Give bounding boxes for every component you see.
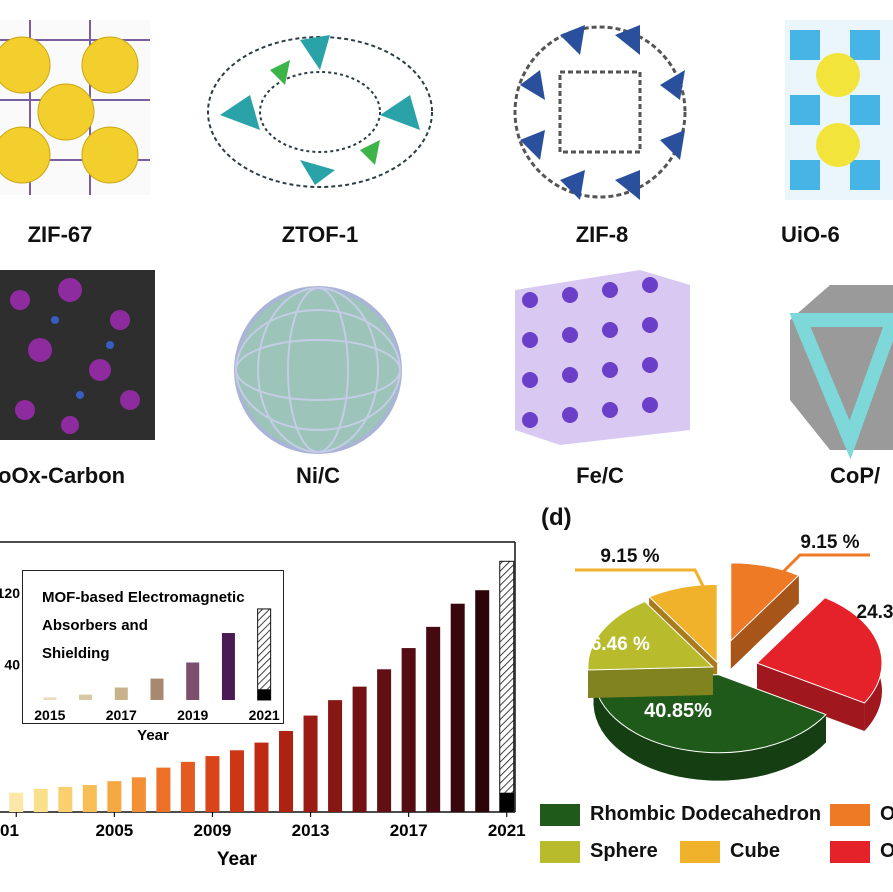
fec-structure-image: [515, 270, 690, 445]
inset-title-line: Absorbers and: [42, 617, 148, 634]
legend-swatch: [830, 803, 870, 826]
bar: [377, 669, 392, 812]
pie-slice-wall: [757, 663, 865, 731]
pie-label-rhombic: 40.85%: [644, 700, 712, 722]
bar: [426, 626, 441, 812]
caption-nic: Ni/C: [296, 463, 340, 488]
legend-item-sphere: Sphere: [540, 840, 658, 863]
ztof1-structure-image: [207, 35, 433, 188]
inset-bar-solid-part: [257, 689, 271, 700]
bar: [82, 785, 97, 812]
shape-pie-chart: 40.85% 16.46 % 9.15 % 9.15 % 24.3: [575, 532, 893, 781]
caption-cop: CoP/: [830, 463, 881, 488]
inset-bar: [79, 694, 93, 700]
x-tick-label: 2017: [390, 821, 428, 840]
pie-slice: [730, 562, 800, 643]
legend-item-rhombic: Rhombic Dodecahedron: [540, 803, 821, 826]
callout-line-cube: [575, 568, 717, 611]
callout-line-oc: [768, 553, 870, 587]
legend-item-ot: Ot: [830, 840, 893, 863]
x-axis-title: Year: [217, 849, 258, 870]
legend-swatch: [540, 803, 580, 826]
bar: [9, 792, 24, 812]
legend-label: Ot: [880, 840, 893, 862]
publications-bar-chart: 01 2005 2009 2013 2017 2021 Year: [0, 541, 526, 870]
legend-swatch: [540, 840, 580, 863]
caption-ztof1: ZTOF-1: [281, 222, 359, 247]
x-tick-label: 2009: [194, 821, 232, 840]
pie-slice: [648, 583, 718, 664]
legend-label: Sphere: [590, 840, 658, 862]
inset-title-line: MOF-based Electromagnetic: [42, 589, 245, 606]
inset-bar: [150, 678, 164, 700]
legend-swatch: [680, 840, 720, 863]
uio-structure-image: [785, 20, 893, 200]
cooox-carbon-structure-image: [0, 270, 155, 440]
structure-illustrations: [0, 20, 893, 460]
x-tick-label: 2005: [95, 821, 133, 840]
bar: [58, 786, 73, 812]
pie-label-sphere: 16.46 %: [580, 634, 650, 655]
bar: [131, 777, 146, 812]
pie-slice: [587, 601, 715, 671]
bar: [156, 767, 171, 812]
legend-item-oc: Oc: [830, 803, 893, 826]
caption-uio: UiO-6: [781, 222, 840, 247]
caption-cooox-carbon: oOx-Carbon: [0, 463, 126, 488]
inset-x-tick-label: 2021: [249, 707, 280, 723]
inset-bar: [43, 697, 57, 700]
bar: [352, 686, 367, 812]
pie-label-oc: 9.15 %: [800, 532, 859, 553]
pie-slice-wall: [587, 667, 713, 699]
x-tick-label: 2021: [488, 821, 526, 840]
caption-zif8: ZIF-8: [575, 222, 629, 247]
bar: [499, 560, 515, 813]
legend-label: Oc: [880, 803, 893, 825]
legend-item-cube: Cube: [680, 840, 780, 863]
bar: [180, 761, 195, 812]
inset-y-tick-label: 40: [4, 656, 20, 672]
pie-slice-wall: [730, 575, 799, 669]
pie-slice-side: [593, 677, 826, 781]
inset-bar: [114, 687, 128, 700]
inset-x-tick-label: 2017: [106, 707, 137, 723]
caption-fec: Fe/C: [576, 463, 624, 488]
pie-label-ot: 24.3: [857, 602, 893, 623]
zif67-structure-image: [0, 20, 150, 195]
cop-structure-image: [789, 285, 893, 460]
inset-x-axis-title: Year: [137, 727, 169, 744]
bar: [303, 715, 318, 812]
callout-line-ot: [828, 623, 861, 671]
inset-bar: [257, 608, 272, 701]
inset-bar: [186, 662, 200, 700]
pie-slice: [756, 597, 883, 704]
bar: [254, 742, 269, 812]
panel-d-label: (d): [541, 504, 572, 531]
caption-zif67: ZIF-67: [27, 222, 93, 247]
bar: [107, 781, 122, 812]
inset-x-tick-label: 2019: [177, 707, 208, 723]
inset-x-tick-label: 2015: [34, 707, 65, 723]
pie-label-cube: 9.15 %: [600, 546, 659, 567]
nic-structure-image: [234, 286, 402, 454]
bar: [229, 750, 244, 812]
inset-y-tick-label: 120: [0, 585, 20, 601]
x-tick-label: 01: [0, 821, 19, 840]
bar-solid-part: [499, 792, 514, 812]
bar: [401, 648, 416, 812]
x-tick-label: 2013: [292, 821, 330, 840]
bar: [475, 590, 490, 812]
bar: [279, 731, 294, 812]
bar: [450, 603, 465, 812]
legend-swatch: [830, 840, 870, 863]
bar: [205, 756, 220, 812]
legend-label: Rhombic Dodecahedron: [590, 803, 822, 825]
bar: [328, 700, 343, 812]
inset-title-line: Shielding: [42, 645, 110, 662]
inset-bar-chart: 40 120 2015 2017 2019 2021 Year MOF-based Elect…: [0, 585, 280, 744]
zif8-structure-image: [513, 25, 687, 200]
inset-bar: [221, 633, 235, 700]
bar: [33, 788, 48, 812]
legend-label: Cube: [730, 840, 780, 862]
